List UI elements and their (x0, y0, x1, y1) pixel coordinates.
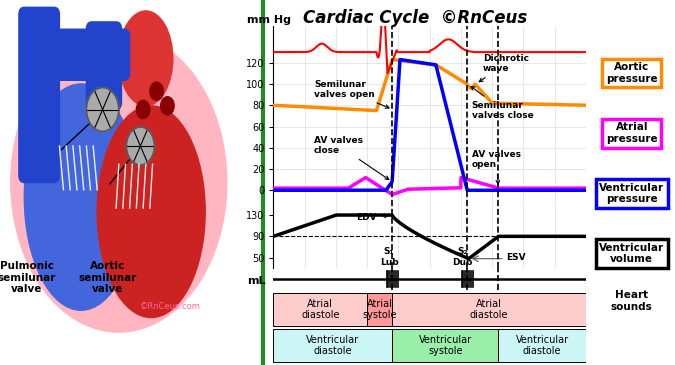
Text: Semilunar
valves open: Semilunar valves open (314, 80, 389, 108)
Text: Ventricular
systole: Ventricular systole (418, 335, 472, 356)
Text: mm Hg: mm Hg (247, 15, 291, 25)
Circle shape (150, 82, 163, 100)
Text: Ventricular
pressure: Ventricular pressure (599, 182, 664, 204)
Bar (392, 329, 498, 362)
Circle shape (136, 100, 150, 119)
Text: Pulmonic
semilunar
valve: Pulmonic semilunar valve (0, 261, 56, 294)
Text: Semilunar
valves close: Semilunar valves close (471, 87, 533, 120)
Text: Cardiac Cycle  ©RnCeus: Cardiac Cycle ©RnCeus (303, 9, 527, 27)
Text: Atrial
diastole: Atrial diastole (301, 299, 340, 320)
Text: Atrial
pressure: Atrial pressure (606, 122, 657, 144)
Text: Aortic
pressure: Aortic pressure (606, 62, 657, 84)
Text: Aortic
semilunar
valve: Aortic semilunar valve (79, 261, 137, 294)
Bar (273, 329, 392, 362)
Circle shape (161, 97, 174, 115)
Ellipse shape (97, 106, 205, 318)
Text: S₁
Lub: S₁ Lub (380, 247, 398, 267)
FancyBboxPatch shape (19, 7, 59, 182)
Text: Heart
sounds: Heart sounds (611, 290, 653, 312)
Text: Atrial
diastole: Atrial diastole (470, 299, 508, 320)
Text: Ventricular
diastole: Ventricular diastole (306, 335, 359, 356)
FancyBboxPatch shape (49, 29, 130, 80)
Bar (392, 293, 586, 326)
Text: AV valves
close: AV valves close (314, 136, 389, 180)
Text: mL: mL (247, 276, 265, 286)
Bar (498, 329, 586, 362)
FancyBboxPatch shape (86, 22, 122, 110)
Text: Ventricular
diastole: Ventricular diastole (516, 335, 569, 356)
Text: ©RnCeus.com: ©RnCeus.com (140, 302, 200, 311)
Ellipse shape (24, 84, 138, 310)
Bar (273, 293, 367, 326)
Text: Dichrotic
wave: Dichrotic wave (479, 54, 529, 82)
Text: ESV: ESV (506, 253, 526, 262)
Text: S₂
Dub: S₂ Dub (452, 247, 472, 267)
Text: EDV: EDV (356, 214, 388, 222)
Ellipse shape (11, 33, 227, 332)
Text: AV valves
open: AV valves open (472, 150, 521, 184)
Ellipse shape (119, 11, 173, 106)
Circle shape (126, 127, 155, 165)
Text: Atrial
systole: Atrial systole (362, 299, 397, 320)
Bar (367, 293, 392, 326)
Text: Ventricular
volume: Ventricular volume (599, 243, 664, 265)
Circle shape (86, 88, 119, 131)
